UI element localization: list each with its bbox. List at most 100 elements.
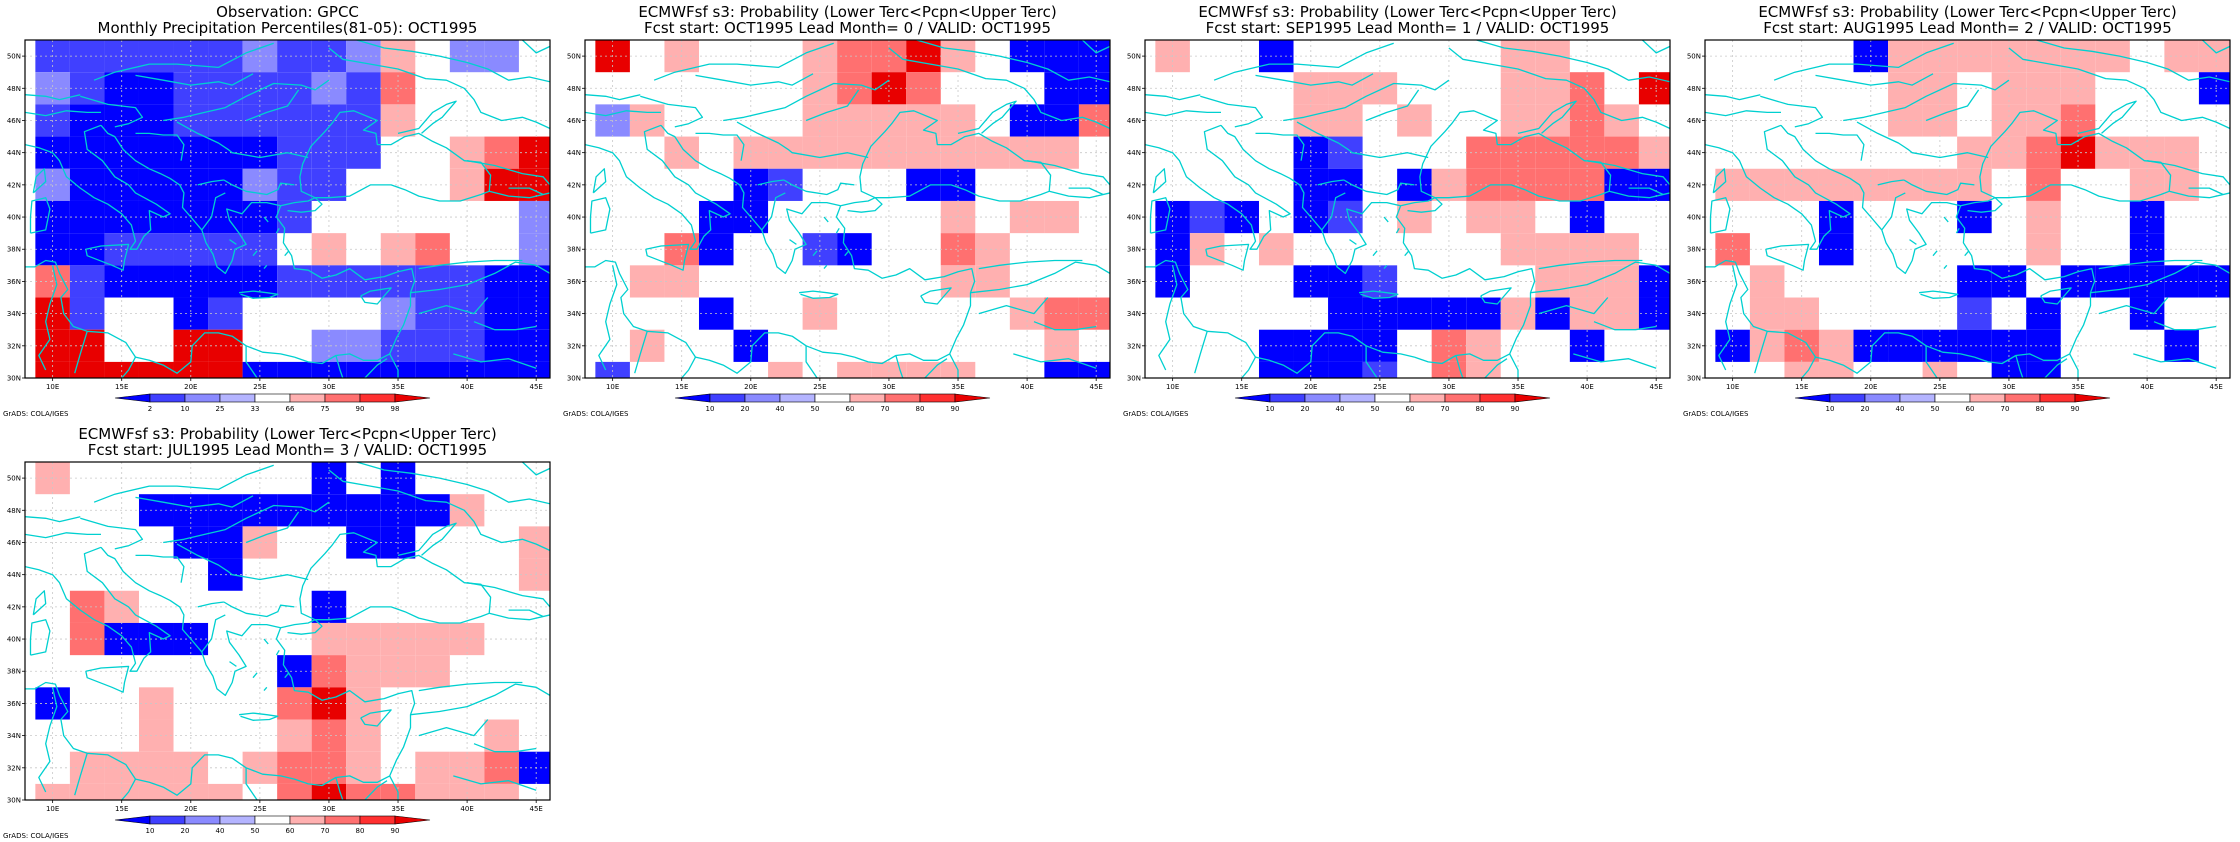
lat-tick-label: 34N xyxy=(1687,310,1701,318)
grid-cell xyxy=(242,361,278,378)
lon-tick-label: 40E xyxy=(1580,383,1593,391)
coastline xyxy=(2069,353,2079,378)
colorbar-label: 50 xyxy=(1371,405,1380,413)
coastline xyxy=(1109,155,1110,157)
coastline xyxy=(1705,124,1851,250)
lon-tick-label: 30E xyxy=(322,805,335,813)
coastline xyxy=(736,121,869,159)
colorbar-label: 60 xyxy=(286,827,295,835)
lat-tick-label: 34N xyxy=(567,310,581,318)
colorbar-swatch xyxy=(1479,393,1516,403)
colorbar-swatch xyxy=(114,393,151,403)
coastline xyxy=(1317,179,1344,186)
coastline xyxy=(508,609,544,618)
colorbar-swatch xyxy=(1444,393,1481,403)
lat-tick-label: 46N xyxy=(1127,117,1141,125)
coastline xyxy=(1109,144,1110,146)
colorbar-swatch xyxy=(1234,393,1271,403)
map-frame xyxy=(1144,39,1671,379)
colorbar-swatch xyxy=(884,393,921,403)
grid-cell xyxy=(277,783,312,800)
coastline xyxy=(223,601,295,618)
coastline xyxy=(1220,124,1401,275)
coastlines xyxy=(25,462,550,800)
map-panel-3: ECMWFsf s3: Probability (Lower Terc<Pcpn… xyxy=(1123,0,1685,420)
coastline xyxy=(1068,187,1104,196)
grid-cell xyxy=(906,361,941,378)
colorbar-label: 80 xyxy=(1476,405,1485,413)
grid-cell xyxy=(346,783,381,800)
colorbar-label: 70 xyxy=(2001,405,2010,413)
coastline xyxy=(356,462,550,505)
coastline xyxy=(2008,47,2230,130)
lat-tick-label: 38N xyxy=(1687,246,1701,254)
coastline xyxy=(585,94,641,101)
colorbar-swatch xyxy=(1269,393,1306,403)
grads-credit: GrADS: COLA/IGES xyxy=(563,410,629,418)
grid-cell xyxy=(518,751,550,784)
lon-tick-label: 35E xyxy=(391,805,404,813)
precip-map: 10E 15E 20E 25E 30E 35E 40E 45E 30N 32N 34N 36N 38N 4… xyxy=(1687,39,2231,413)
coastline xyxy=(245,89,300,122)
coastline xyxy=(1145,124,1291,250)
colorbar-swatch xyxy=(1864,393,1901,403)
lon-tick-label: 15E xyxy=(1795,383,1808,391)
colorbar-swatch xyxy=(289,393,326,403)
lon-tick-label: 30E xyxy=(882,383,895,391)
coastline xyxy=(978,259,1083,270)
coastline xyxy=(335,777,344,800)
coastline xyxy=(74,753,88,796)
coastline xyxy=(489,612,550,621)
lat-tick-label: 34N xyxy=(7,732,21,740)
coastline xyxy=(823,264,828,270)
grid-cell xyxy=(518,526,550,559)
coastline xyxy=(924,358,948,378)
coastline xyxy=(299,532,492,624)
coastline xyxy=(2229,144,2230,146)
colorbar-label: 33 xyxy=(251,405,260,413)
lon-tick-label: 10E xyxy=(46,805,59,813)
coastline xyxy=(284,672,290,679)
panel-title-line2: Fcst start: JUL1995 Lead Month= 3 / VALI… xyxy=(87,441,488,459)
grid-cell xyxy=(346,361,381,378)
coastline xyxy=(1909,239,1917,245)
lat-tick-label: 50N xyxy=(7,475,21,483)
coastline xyxy=(970,261,1110,294)
grid-cell xyxy=(138,361,174,378)
coastline xyxy=(949,353,959,378)
colorbar-swatch xyxy=(744,393,781,403)
coastline xyxy=(634,331,648,374)
lat-tick-label: 50N xyxy=(567,53,581,61)
coastline xyxy=(135,73,254,86)
lat-tick-label: 48N xyxy=(7,507,21,515)
coastline xyxy=(1194,331,1208,374)
coastline xyxy=(1365,89,1420,122)
colorbar-label: 60 xyxy=(1406,405,1415,413)
coastline xyxy=(389,353,399,378)
coastline xyxy=(1400,197,1443,213)
grid-cell xyxy=(69,361,105,378)
coastline xyxy=(1455,355,1464,378)
colorbar-swatch xyxy=(1969,393,2006,403)
grid-cell xyxy=(1638,136,1670,169)
grid-cell xyxy=(1078,104,1110,137)
lon-tick-label: 45E xyxy=(530,805,543,813)
coastline xyxy=(418,681,523,692)
lat-tick-label: 48N xyxy=(567,85,581,93)
coastline xyxy=(360,287,392,305)
coastline xyxy=(840,197,883,213)
colorbar-label: 20 xyxy=(181,827,190,835)
coastline xyxy=(100,546,281,697)
coastlines xyxy=(585,40,1110,378)
grid-cell xyxy=(2026,361,2061,378)
coastline xyxy=(805,345,818,378)
coastline xyxy=(328,47,550,130)
colorbar-swatch xyxy=(1899,393,1936,403)
colorbar-label: 20 xyxy=(1301,405,1310,413)
coastline xyxy=(245,511,300,544)
lat-tick-label: 30N xyxy=(567,375,581,383)
lat-tick-label: 30N xyxy=(1127,375,1141,383)
grid-cell xyxy=(1078,40,1110,73)
colorbar-label: 90 xyxy=(391,827,400,835)
coastline xyxy=(549,566,550,568)
